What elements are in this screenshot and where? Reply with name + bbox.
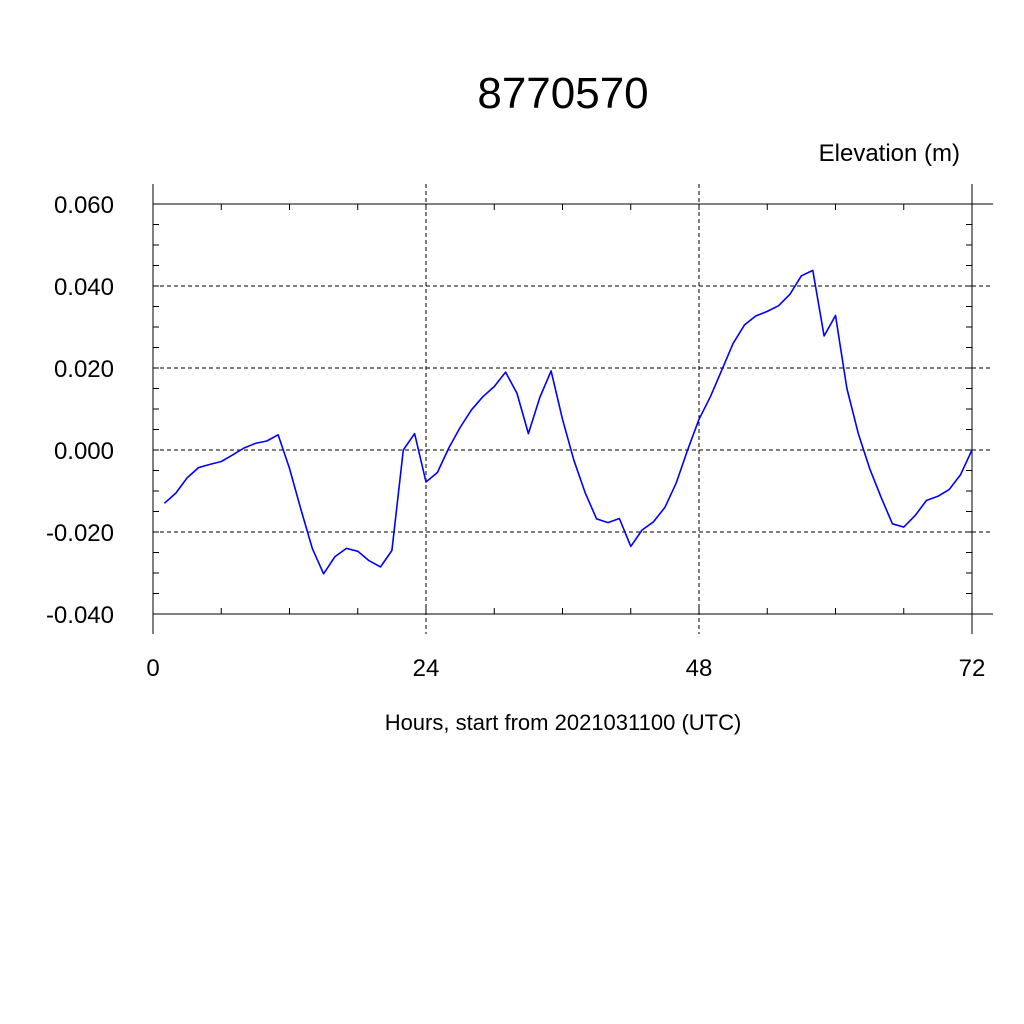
series-line — [163, 269, 973, 575]
y-tick-label: -0.020 — [46, 520, 114, 547]
y-tick-label: -0.040 — [46, 602, 114, 629]
y-tick-label: 0.040 — [54, 274, 114, 301]
units-label: Elevation (m) — [819, 140, 960, 167]
x-tick-label: 24 — [413, 655, 440, 682]
tick-labels: -0.040 -0.020 0.000 0.020 0.040 0.060 0 24 48 72 — [46, 192, 985, 682]
x-tick-label: 0 — [146, 655, 159, 682]
series — [163, 269, 973, 575]
x-tick-label: 48 — [686, 655, 713, 682]
y-tick-label: 0.000 — [54, 438, 114, 465]
x-axis-label: Hours, start from 2021031100 (UTC) — [385, 710, 742, 735]
ticks — [152, 203, 973, 615]
axes — [152, 184, 993, 634]
x-tick-label: 72 — [959, 655, 986, 682]
y-tick-label: 0.060 — [54, 192, 114, 219]
chart-title: 8770570 — [477, 69, 648, 118]
y-tick-label: 0.020 — [54, 356, 114, 383]
grid — [152, 184, 993, 634]
